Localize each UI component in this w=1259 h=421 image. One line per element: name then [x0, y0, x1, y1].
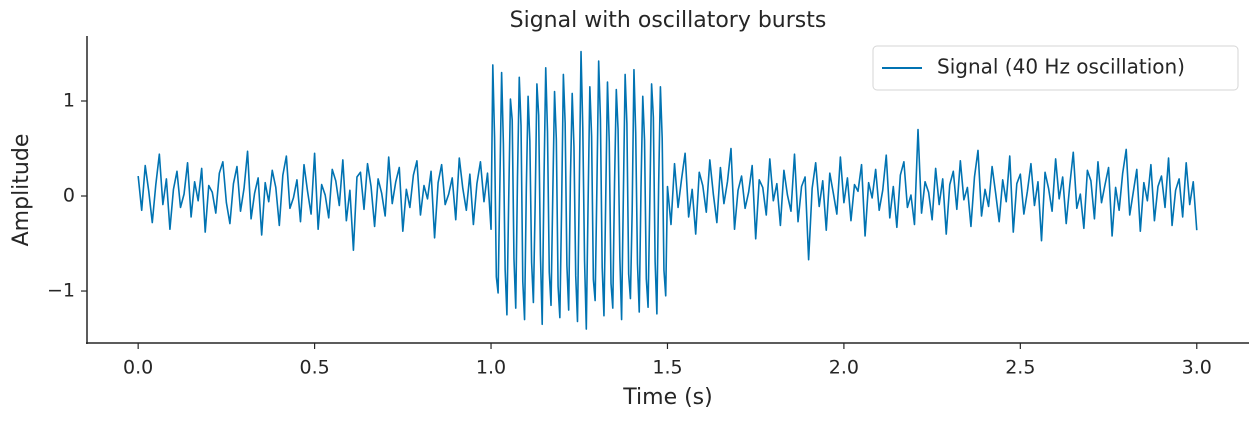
x-axis-label: Time (s)	[622, 385, 712, 410]
signal-line	[137, 50, 1198, 330]
y-tick-label: 0	[63, 185, 75, 207]
chart-title: Signal with oscillatory bursts	[510, 8, 827, 33]
x-tick-label: 3.0	[1182, 357, 1212, 379]
y-axis-label: Amplitude	[9, 134, 34, 247]
legend-box	[872, 45, 1239, 91]
y-tick-label: 1	[63, 89, 75, 111]
x-tick-label: 1.5	[652, 357, 682, 379]
x-tick-label: 0.5	[299, 357, 329, 379]
legend: Signal (40 Hz oscillation)	[872, 45, 1239, 91]
x-tick-label: 2.0	[829, 357, 859, 379]
y-tick-label: −1	[47, 280, 75, 302]
x-tick-label: 2.5	[1005, 357, 1035, 379]
legend-label: Signal (40 Hz oscillation)	[937, 55, 1185, 79]
x-tick-label: 0.0	[123, 357, 153, 379]
x-tick-label: 1.0	[476, 357, 506, 379]
